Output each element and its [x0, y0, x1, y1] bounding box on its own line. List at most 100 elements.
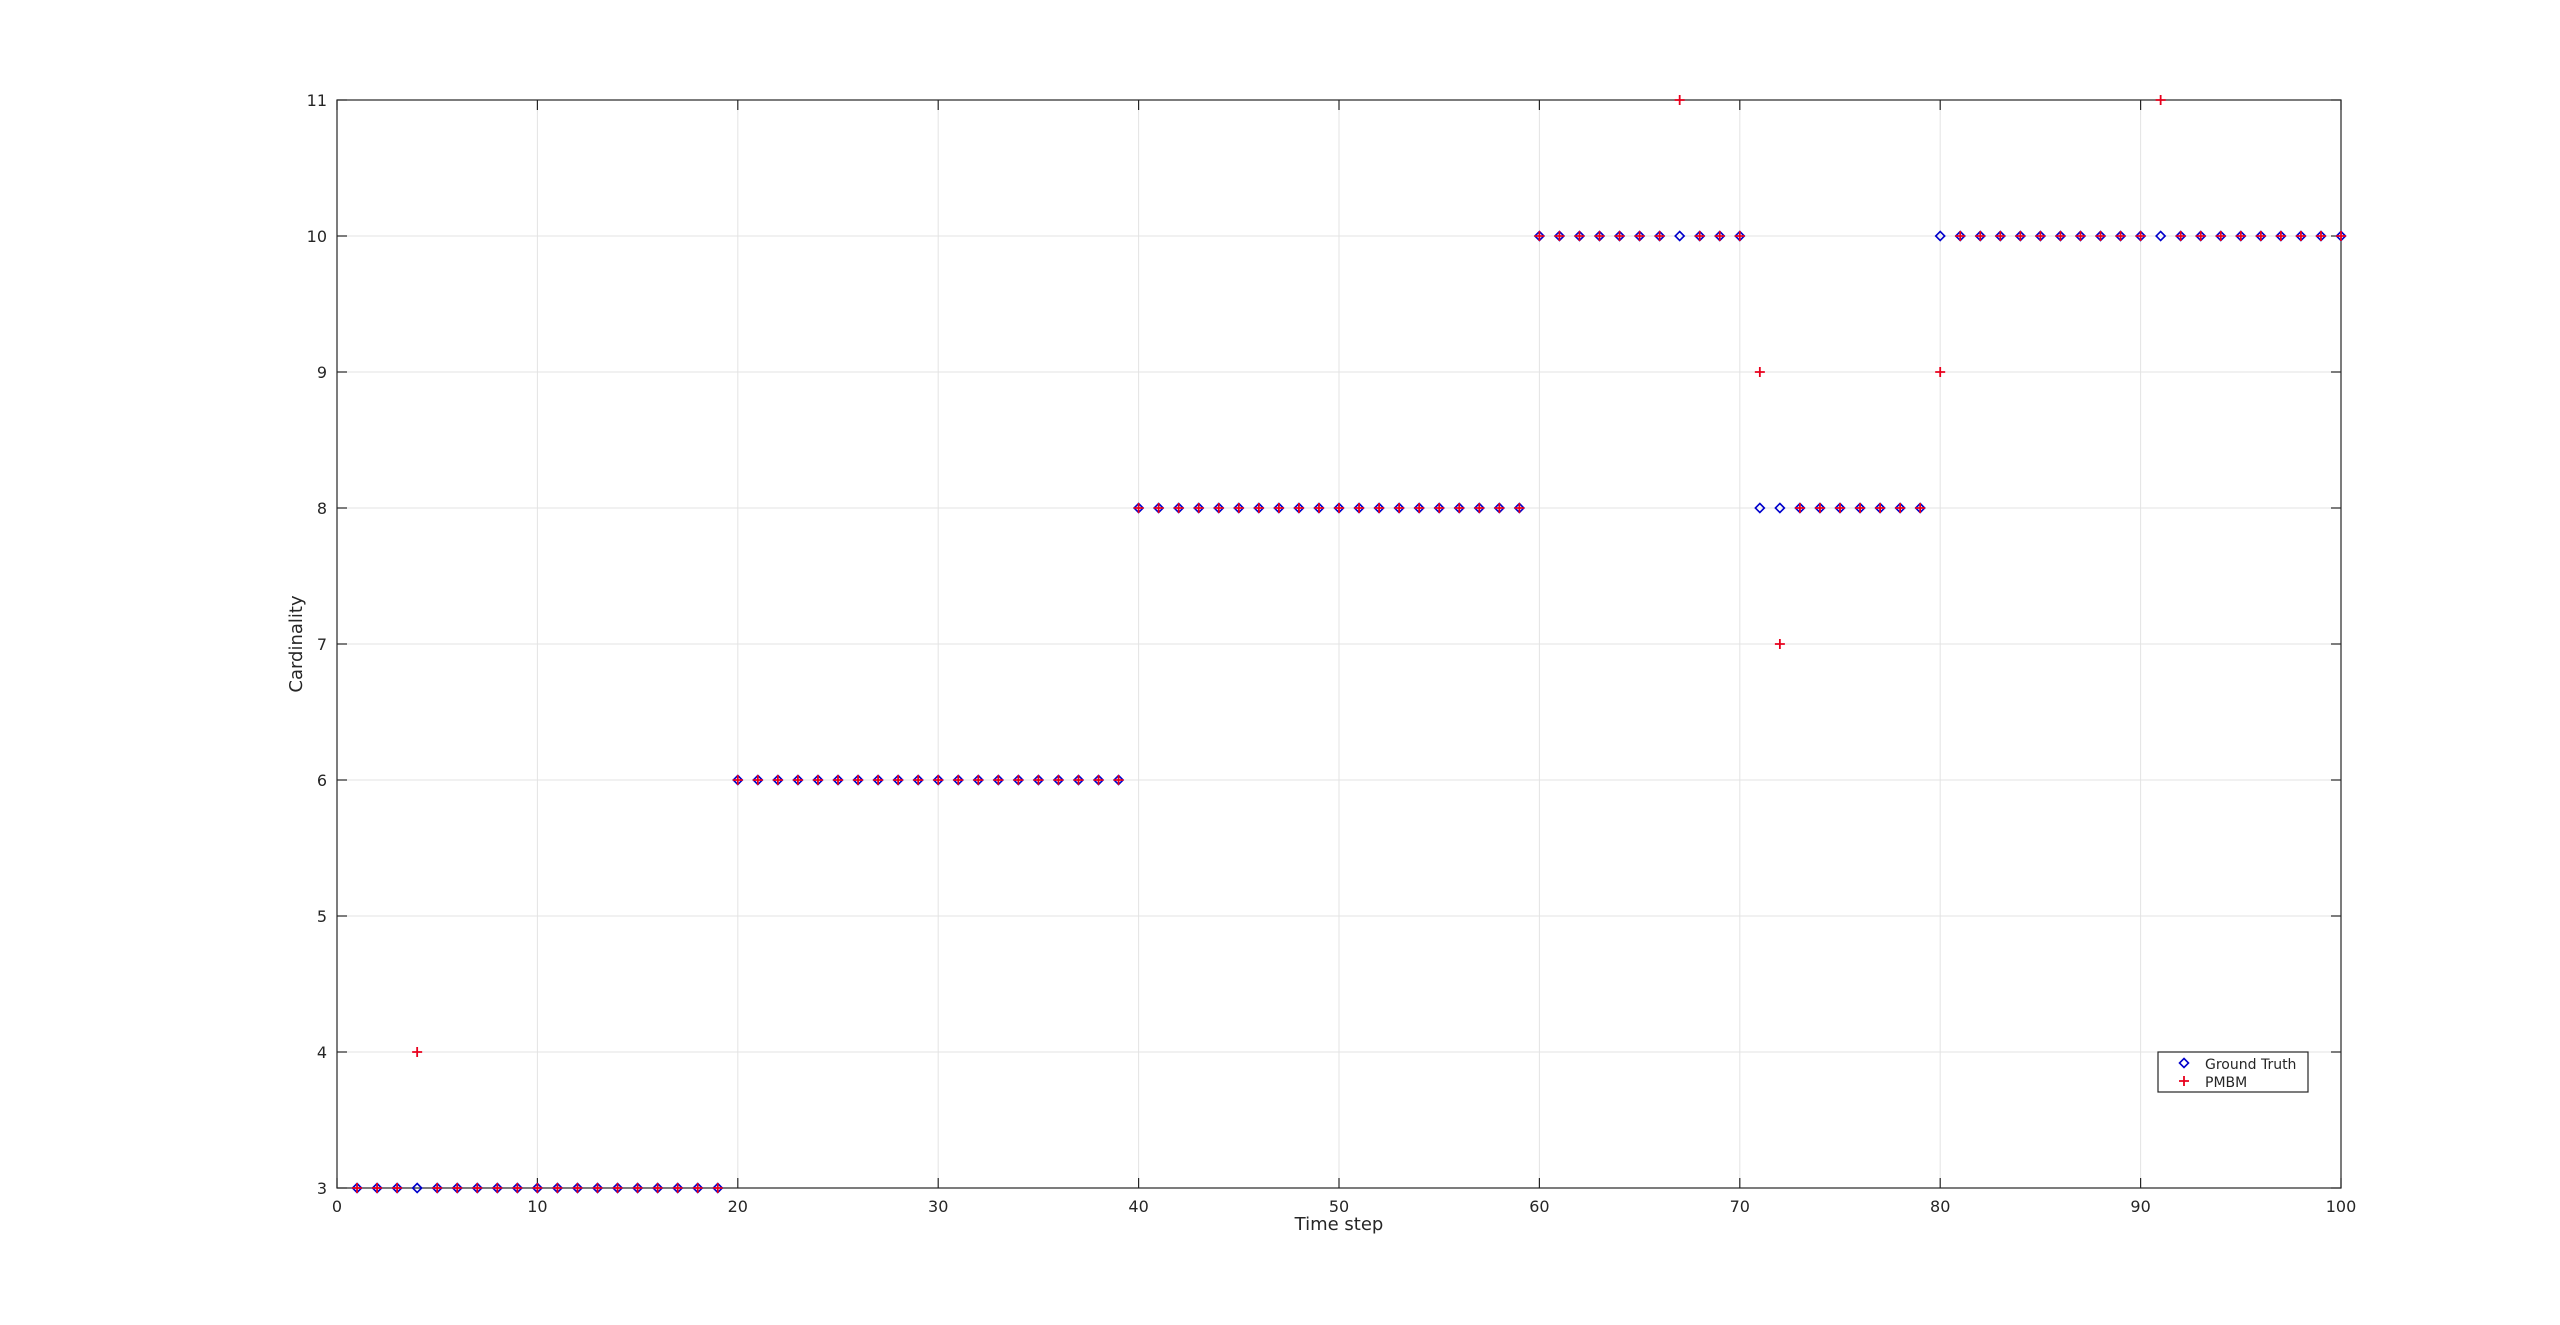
pmbm-point: [1193, 503, 1204, 513]
pmbm-point: [1654, 231, 1665, 241]
y-tick-label: 9: [317, 363, 327, 382]
pmbm-point: [873, 775, 884, 785]
x-tick-label: 100: [2326, 1197, 2357, 1216]
pmbm-point: [532, 1183, 543, 1193]
pmbm-point: [1935, 367, 1946, 377]
pmbm-point: [612, 1183, 623, 1193]
x-tick-label: 20: [728, 1197, 748, 1216]
pmbm-point: [1915, 503, 1926, 513]
pmbm-point: [1975, 231, 1986, 241]
pmbm-point: [1995, 231, 2006, 241]
pmbm-point: [1354, 503, 1365, 513]
y-tick-label: 8: [317, 499, 327, 518]
pmbm-point: [2115, 231, 2126, 241]
pmbm-point: [672, 1183, 683, 1193]
pmbm-point: [632, 1183, 643, 1193]
pmbm-point: [392, 1183, 403, 1193]
y-tick-label: 10: [307, 227, 327, 246]
pmbm-point: [792, 775, 803, 785]
pmbm-point: [1694, 231, 1705, 241]
pmbm-point: [2255, 231, 2266, 241]
pmbm-point: [1774, 639, 1785, 649]
pmbm-point: [492, 1183, 503, 1193]
pmbm-point: [1053, 775, 1064, 785]
legend-pmbm-label: PMBM: [2205, 1075, 2247, 1091]
pmbm-point: [692, 1183, 703, 1193]
pmbm-point: [812, 775, 823, 785]
pmbm-point: [712, 1183, 723, 1193]
y-axis-label: Cardinality: [286, 595, 307, 693]
pmbm-point: [1113, 775, 1124, 785]
data-marks: [351, 95, 2347, 1194]
pmbm-point: [853, 775, 864, 785]
pmbm-point: [1494, 503, 1505, 513]
x-tick-label: 70: [1730, 1197, 1750, 1216]
pmbm-point: [893, 775, 904, 785]
ground-truth-point: [1934, 230, 1946, 242]
pmbm-point: [1293, 503, 1304, 513]
pmbm-point: [993, 775, 1004, 785]
pmbm-point: [1754, 367, 1765, 377]
axes: 0 10 20 30 40 50 60 70 80 90 100 3 4 5 6 7 8 9 10 11: [307, 91, 2357, 1216]
pmbm-point: [1073, 775, 1084, 785]
pmbm-point: [732, 775, 743, 785]
pmbm-point: [2035, 231, 2046, 241]
pmbm-point: [1674, 95, 1685, 105]
x-tick-label: 0: [332, 1197, 342, 1216]
pmbm-point: [1153, 503, 1164, 513]
pmbm-point: [2215, 231, 2226, 241]
pmbm-point: [1895, 503, 1906, 513]
pmbm-point: [512, 1183, 523, 1193]
pmbm-point: [1514, 503, 1525, 513]
pmbm-point: [2315, 231, 2326, 241]
pmbm-point: [1734, 231, 1745, 241]
pmbm-point: [2195, 231, 2206, 241]
pmbm-point: [1213, 503, 1224, 513]
pmbm-point: [1033, 775, 1044, 785]
pmbm-point: [352, 1183, 363, 1193]
pmbm-point: [1133, 503, 1144, 513]
pmbm-point: [1233, 503, 1244, 513]
pmbm-point: [1253, 503, 1264, 513]
pmbm-point: [1273, 503, 1284, 513]
pmbm-point: [913, 775, 924, 785]
y-tick-label: 6: [317, 771, 327, 790]
pmbm-point: [1414, 503, 1425, 513]
pmbm-point: [1313, 503, 1324, 513]
pmbm-point: [2135, 231, 2146, 241]
pmbm-point: [1594, 231, 1605, 241]
ground-truth-point: [2155, 230, 2167, 242]
pmbm-point: [2275, 231, 2286, 241]
pmbm-point: [1855, 503, 1866, 513]
ground-truth-point: [411, 1182, 423, 1194]
pmbm-point: [372, 1183, 383, 1193]
y-tick-label: 7: [317, 635, 327, 654]
pmbm-point: [2095, 231, 2106, 241]
pmbm-point: [1714, 231, 1725, 241]
pmbm-point: [833, 775, 843, 785]
legend-pmbm-marker: [2179, 1076, 2189, 1086]
pmbm-point: [432, 1183, 443, 1193]
pmbm-point: [472, 1183, 483, 1193]
pmbm-point: [752, 775, 763, 785]
pmbm-point: [552, 1183, 563, 1193]
pmbm-point: [592, 1183, 603, 1193]
pmbm-point: [2175, 231, 2186, 241]
pmbm-point: [1434, 503, 1445, 513]
series-pmbm: [352, 95, 2346, 1193]
pmbm-point: [953, 775, 964, 785]
pmbm-point: [1634, 231, 1645, 241]
ground-truth-point: [1674, 230, 1686, 242]
x-tick-label: 30: [928, 1197, 948, 1216]
pmbm-point: [2075, 231, 2086, 241]
pmbm-point: [1955, 231, 1966, 241]
pmbm-point: [1474, 503, 1485, 513]
pmbm-point: [1614, 231, 1625, 241]
pmbm-point: [1093, 775, 1104, 785]
ground-truth-point: [1754, 502, 1766, 514]
pmbm-point: [1454, 503, 1465, 513]
y-tick-label: 3: [317, 1179, 327, 1198]
y-tick-label: 5: [317, 907, 327, 926]
pmbm-point: [2055, 231, 2066, 241]
